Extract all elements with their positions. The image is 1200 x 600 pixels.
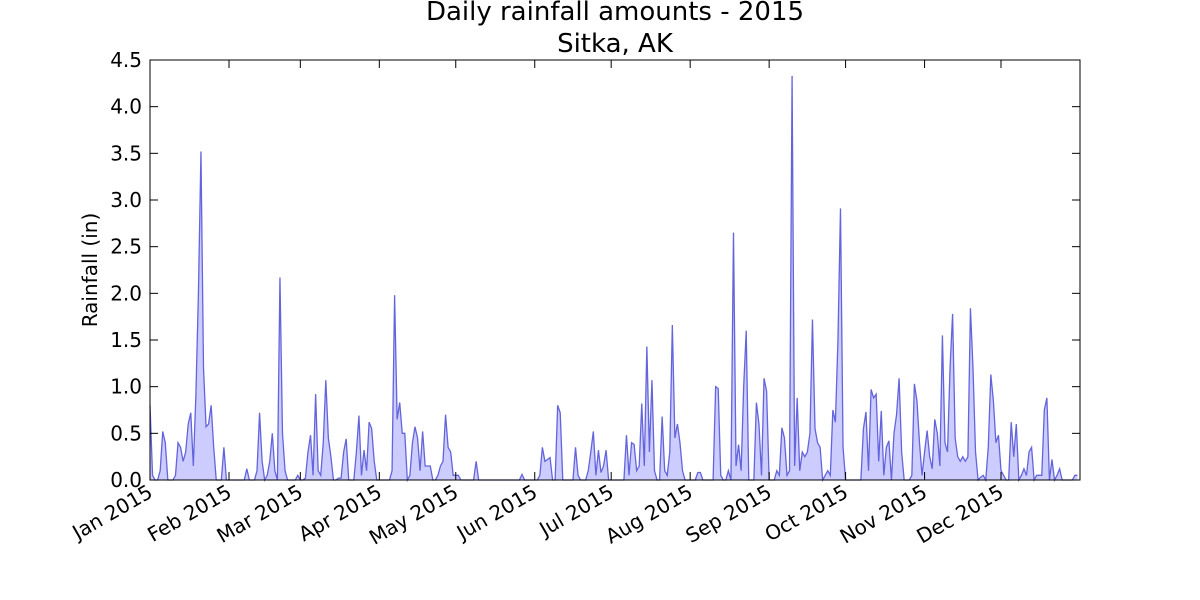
- x-tick-label: Sep 2015: [681, 480, 775, 548]
- x-tick-label: Nov 2015: [836, 480, 931, 549]
- x-tick-label: Dec 2015: [912, 480, 1007, 549]
- y-tick-label: 0.5: [110, 421, 142, 445]
- y-tick-label: 2.5: [110, 235, 142, 259]
- y-axis-label: Rainfall (in): [78, 213, 102, 328]
- y-tick-label: 4.0: [110, 95, 142, 119]
- rainfall-line: [149, 75, 1078, 483]
- plot-frame: [149, 59, 1081, 481]
- x-tick-label: Aug 2015: [601, 480, 696, 549]
- y-tick-label: 1.0: [110, 375, 142, 399]
- chart-title: Daily rainfall amounts - 2015: [426, 0, 804, 27]
- x-tick-label: Oct 2015: [761, 480, 853, 547]
- y-tick-label: 1.5: [110, 328, 142, 352]
- x-tick-label: Jun 2015: [451, 480, 541, 546]
- rainfall-area: [150, 75, 1078, 481]
- chart-subtitle: Sitka, AK: [557, 29, 674, 59]
- y-tick-label: 3.5: [110, 141, 142, 165]
- y-tick-label: 2.0: [110, 281, 142, 305]
- y-tick-label: 0.0: [110, 468, 142, 492]
- y-tick-label: 4.5: [110, 48, 142, 72]
- y-tick-label: 3.0: [110, 188, 142, 212]
